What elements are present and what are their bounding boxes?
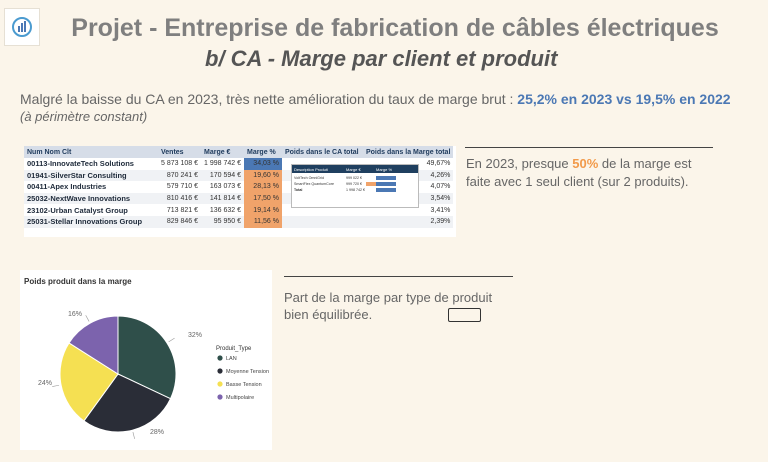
table-header-row: Num Nom Clt Ventes Marge € Marge % Poids…: [24, 146, 454, 158]
margin-cell: 170 594 €: [201, 169, 244, 182]
company-logo: [4, 8, 40, 46]
legend-item-label[interactable]: Moyenne Tension: [226, 369, 269, 375]
mini-header-margin: Marge €: [346, 167, 361, 172]
pie-data-label: 28%: [150, 429, 164, 436]
col-header-sales[interactable]: Ventes: [158, 146, 201, 158]
page-subtitle: b/ CA - Marge par client et produit: [205, 46, 558, 71]
chart-title: Poids produit dans la marge: [24, 277, 132, 286]
callout-top-post: de la marge est: [598, 156, 692, 171]
product-mini-table: Description Produit Marge € Marge % Volt…: [291, 164, 419, 208]
col-header-client[interactable]: Num Nom Clt: [24, 146, 158, 158]
col-header-weight-margin[interactable]: Poids dans la Marge total: [362, 146, 454, 158]
mini-row-value: 1 998 742 €: [346, 188, 365, 192]
col-header-weight-sales[interactable]: Poids dans le CA total: [281, 146, 363, 158]
page-title: Projet - Entreprise de fabrication de câ…: [71, 14, 719, 42]
weight-margin-cell: 3,41%: [430, 206, 451, 214]
table-row[interactable]: 25031-Stellar Innovations Group 829 846 €…: [24, 215, 454, 228]
legend-marker: [217, 355, 223, 361]
pie-slice-lan[interactable]: [117, 315, 177, 400]
margin-pct-cell: 19,60 %: [243, 169, 282, 182]
divider-middle: [284, 276, 513, 277]
client-name: 00113-InnovateTech Solutions: [27, 159, 134, 169]
callout-bottom-line1: Part de la marge par type de produit: [284, 290, 493, 305]
legend-marker: [217, 394, 223, 400]
legend-title: Produit_Type: [216, 346, 252, 352]
highlight-box: [448, 308, 481, 322]
intro-note: (à périmètre constant): [20, 109, 148, 124]
intro-text: Malgré la baisse du CA en 2023, très net…: [20, 91, 731, 107]
legend-marker: [217, 368, 223, 374]
mini-row-label: SmartFlex QuantumCore: [294, 182, 334, 186]
pie-leader-line: [132, 432, 135, 439]
sales-cell: 810 416 €: [158, 192, 201, 205]
client-name: 01941-SilverStar Consulting: [24, 169, 158, 182]
margin-pct-cell: 34,03 %: [243, 158, 282, 170]
pie-data-label: 16%: [68, 311, 82, 318]
margin-cell: 141 814 €: [201, 192, 244, 205]
col-header-margin-pct[interactable]: Marge %: [243, 146, 282, 158]
sales-cell: 829 846 €: [158, 215, 201, 228]
mini-row-label: VoltTech OmniGrid: [294, 176, 324, 180]
legend-item-label[interactable]: Basse Tension: [226, 382, 262, 388]
pie-leader-line: [168, 337, 175, 343]
table-row[interactable]: 00113-InnovateTech Solutions 5 873 108 € 1…: [24, 158, 453, 170]
pie-slice-basse-tension[interactable]: [59, 342, 119, 422]
legend-item-label[interactable]: LAN: [226, 356, 237, 362]
weight-margin-cell: 49,67%: [426, 160, 451, 168]
client-margin-table: Num Nom Clt Ventes Marge € Marge % Poids…: [24, 146, 481, 322]
margin-pct-cell: 11,56 %: [243, 215, 282, 228]
mini-row-label: Total: [294, 188, 302, 192]
client-name: 25031-Stellar Innovations Group: [24, 215, 158, 228]
client-name: 00411-Apex Industries: [27, 182, 107, 192]
callout-top-bold: 50%: [572, 156, 599, 171]
legend-marker: [217, 381, 223, 387]
margin-cell: 163 073 €: [209, 183, 241, 191]
pie-data-label: 24%: [38, 380, 52, 387]
margin-pct-cell: 17,50 %: [243, 192, 282, 205]
pie-leader-line: [85, 315, 90, 322]
mini-header-pct: Marge %: [376, 167, 392, 172]
margin-cell: 95 950 €: [201, 215, 244, 228]
sales-cell: 713 821 €: [166, 206, 198, 214]
margin-pct-cell: 19,14 %: [243, 204, 282, 216]
divider-top: [465, 147, 713, 148]
product-margin-pie: Poids produit dans la marge 32% 28% 24% 16%…: [20, 270, 272, 450]
callout-top-line2: faite avec 1 seul client (sur 2 produits…: [466, 174, 689, 189]
callout-bottom: Part de la marge par type de produit bie…: [284, 289, 492, 323]
client-name: 23102-Urban Catalyst Group: [27, 205, 128, 215]
weight-sales-cell: [281, 215, 363, 228]
mini-row-value: 999 720 €: [346, 182, 362, 186]
weight-margin-cell: 2,39%: [362, 215, 454, 228]
pie-chart: 32% 28% 24% 16% Produit_Type LAN Moyenne Tensi…: [38, 311, 269, 439]
pie-slice-moyenne-tension[interactable]: [83, 373, 172, 433]
mini-row-value: 999 022 €: [346, 176, 362, 180]
callout-bottom-line2: bien équilibrée.: [284, 307, 373, 322]
margin-cell: 136 632 €: [209, 206, 241, 214]
callout-top-pre: En 2023, presque: [466, 156, 573, 171]
sales-cell: 5 873 108 €: [161, 160, 198, 168]
client-name: 25032-NextWave Innovations: [24, 192, 158, 205]
legend-item-label[interactable]: Multipolaire: [226, 395, 254, 401]
weight-margin-cell: 4,07%: [430, 183, 451, 191]
col-header-margin[interactable]: Marge €: [201, 146, 244, 158]
pie-data-label: 32%: [188, 332, 202, 339]
callout-top: En 2023, presque 50% de la marge est fai…: [466, 155, 692, 191]
margin-pct-cell: 28,13 %: [243, 181, 282, 193]
pie-leader-line: [52, 384, 60, 387]
pie-slice-multipolaire[interactable]: [68, 315, 119, 375]
table-row[interactable]: 00411-Apex Industries 579 710 € 163 073 €2…: [24, 181, 453, 193]
sales-cell: 870 241 €: [158, 169, 201, 182]
intro-highlight: 25,2% en 2023 vs 19,5% en 2022: [517, 91, 731, 107]
table-row[interactable]: 23102-Urban Catalyst Group 713 821 € 136 6…: [24, 204, 453, 216]
margin-cell: 1 998 742 €: [204, 160, 241, 168]
intro-body: Malgré la baisse du CA en 2023, très net…: [20, 91, 518, 107]
sales-cell: 579 710 €: [166, 183, 198, 191]
mini-header-product: Description Produit: [294, 167, 329, 172]
